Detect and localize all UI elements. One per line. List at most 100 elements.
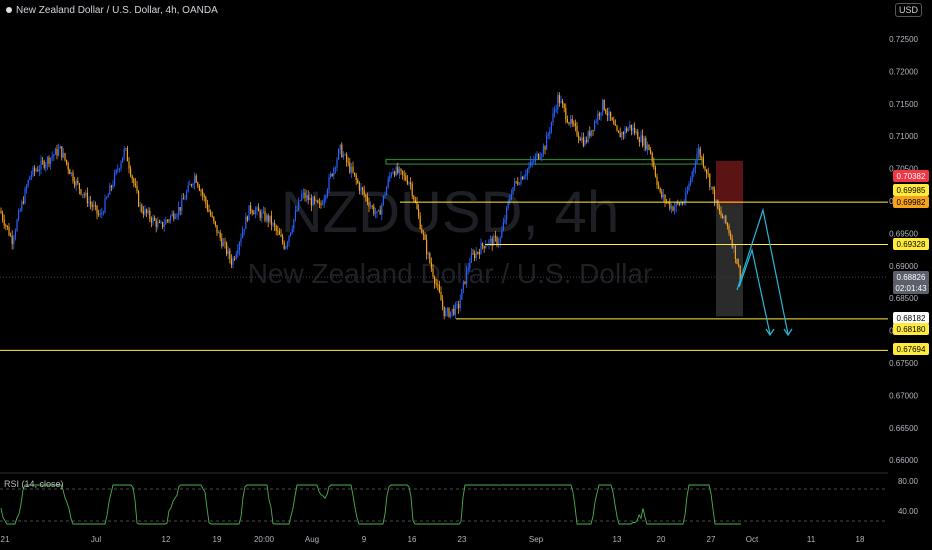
candle-body xyxy=(274,222,276,227)
candle-body xyxy=(354,172,356,175)
candle-body xyxy=(411,183,413,196)
candle-body xyxy=(314,197,316,201)
candle-body xyxy=(173,213,175,219)
time-tick: 16 xyxy=(408,535,417,544)
candle-body xyxy=(646,144,648,150)
candle-body xyxy=(603,99,605,110)
candle-body xyxy=(638,139,640,143)
candle-body xyxy=(61,146,63,158)
candle-body xyxy=(675,202,677,208)
candle-body xyxy=(304,192,306,199)
candle-body xyxy=(370,206,372,208)
candle-body xyxy=(194,175,196,184)
candle-body xyxy=(107,194,109,198)
candle-body xyxy=(632,127,634,131)
candle-body xyxy=(437,284,439,286)
candle-body xyxy=(677,202,679,204)
candle-body xyxy=(210,211,212,216)
candle-body xyxy=(237,249,239,254)
time-tick: Sep xyxy=(529,535,544,544)
candle-body xyxy=(109,185,111,195)
candle-body xyxy=(611,118,613,121)
candle-body xyxy=(557,94,559,110)
candle-body xyxy=(43,161,45,168)
currency-button[interactable]: USD xyxy=(894,3,922,17)
candle-body xyxy=(461,288,463,300)
candle-body xyxy=(267,215,269,222)
candle-body xyxy=(621,132,623,138)
arrowhead xyxy=(765,328,775,337)
candle-body xyxy=(32,167,34,175)
candle-body xyxy=(498,242,500,245)
candle-body xyxy=(405,175,407,181)
candle-body xyxy=(307,195,309,201)
candle-body xyxy=(11,235,13,244)
candle-body xyxy=(21,201,23,210)
projection-path xyxy=(738,247,771,335)
candle-body xyxy=(734,245,736,260)
candle-body xyxy=(336,159,338,168)
candle-body xyxy=(253,212,255,215)
candle-body xyxy=(264,211,266,221)
candle-body xyxy=(610,111,612,119)
candle-body xyxy=(435,283,437,285)
candle-body xyxy=(341,144,343,158)
candle-body xyxy=(168,220,170,221)
candle-body xyxy=(165,220,167,225)
candle-body xyxy=(184,198,186,200)
candle-body xyxy=(51,156,53,158)
candle-body xyxy=(387,179,389,188)
candle-body xyxy=(350,166,352,173)
candle-body xyxy=(730,232,732,239)
price-label-box xyxy=(893,271,929,283)
candle-body xyxy=(334,167,336,169)
candle-body xyxy=(427,253,429,255)
candle-body xyxy=(261,212,263,218)
candle-body xyxy=(690,179,692,185)
candle-body xyxy=(189,184,191,186)
candle-body xyxy=(347,161,349,163)
candle-body xyxy=(94,205,96,207)
price-axis[interactable]: 0.725000.720000.715000.710000.705000.700… xyxy=(889,35,918,465)
candle-body xyxy=(306,195,308,199)
candle-body xyxy=(472,253,474,255)
candle-body xyxy=(397,166,399,174)
candle-body xyxy=(178,207,180,215)
candle-body xyxy=(19,209,21,212)
candle-body xyxy=(598,113,600,116)
candle-body xyxy=(450,311,452,317)
candle-body xyxy=(410,182,412,184)
status-dot xyxy=(6,7,12,14)
candle-body xyxy=(186,191,188,199)
candle-body xyxy=(542,146,544,155)
candle-body xyxy=(211,215,213,217)
candle-body xyxy=(384,195,386,196)
candle-body xyxy=(728,226,730,233)
candle-body xyxy=(512,187,514,195)
candle-body xyxy=(490,238,492,241)
time-tick: Oct xyxy=(746,535,759,544)
candle-body xyxy=(114,173,116,185)
candle-body xyxy=(635,131,637,134)
candle-body xyxy=(35,170,37,172)
candle-body xyxy=(731,238,733,248)
candle-body xyxy=(422,232,424,235)
candle-body xyxy=(630,124,632,131)
projection-arrows xyxy=(736,207,793,337)
time-axis[interactable]: 21 Jul 12 19 20:00 Aug 9 16 23 Sep 13 20 27 Oct 11 18 xyxy=(1,535,865,544)
candle-body xyxy=(218,232,220,234)
candle-body xyxy=(398,168,400,174)
candle-body xyxy=(246,216,248,221)
candle-body xyxy=(686,190,688,193)
candle-body xyxy=(552,113,554,123)
candle-body xyxy=(150,218,152,223)
sell-zone-red xyxy=(716,160,743,205)
candle-body xyxy=(678,203,680,205)
candle-body xyxy=(582,137,584,146)
candle-body xyxy=(365,194,367,197)
candle-body xyxy=(459,299,461,309)
chart-title: New Zealand Dollar / U.S. Dollar, 4h, OA… xyxy=(6,5,218,16)
candle-body xyxy=(726,222,728,227)
candle-body xyxy=(392,171,394,174)
